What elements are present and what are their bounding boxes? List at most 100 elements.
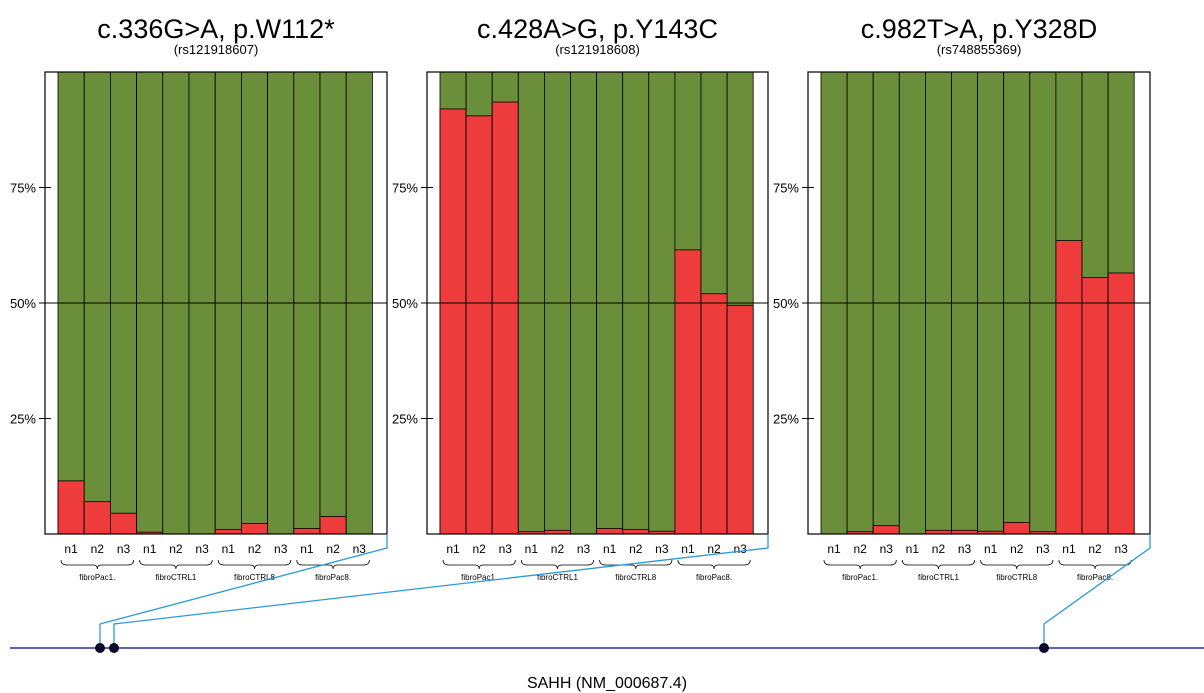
gene-track: SAHH (NM_000687.4)	[10, 534, 1204, 692]
group-brace	[139, 559, 213, 570]
bar-alt	[293, 528, 321, 535]
bar-alt	[1107, 272, 1135, 535]
bar-alt	[439, 108, 467, 535]
y-tick-label: 75%	[773, 181, 799, 196]
x-tick-label: n1	[525, 542, 539, 556]
variant-connectors	[99, 534, 1151, 648]
group-label: fibroCTRL1	[155, 573, 196, 582]
x-tick-label: n2	[853, 542, 867, 556]
group-label: fibroPac8.	[696, 573, 732, 582]
x-tick-label: n1	[300, 542, 314, 556]
bar-alt	[110, 512, 138, 535]
bar-alt	[465, 115, 493, 535]
x-tick-label: n2	[707, 542, 721, 556]
bar-alt	[700, 293, 728, 535]
group-brace	[599, 559, 673, 570]
y-tick-label: 75%	[392, 181, 418, 196]
bar-alt	[57, 480, 85, 535]
group-label: fibroPac8.	[1077, 573, 1113, 582]
group-label: fibroPac1.	[461, 573, 497, 582]
y-tick-label: 25%	[392, 412, 418, 427]
group-label: fibroCTRL8	[615, 573, 656, 582]
group-brace	[823, 559, 897, 570]
group-brace	[1058, 559, 1132, 570]
x-tick-label: n2	[91, 542, 105, 556]
bar-alt	[622, 528, 650, 535]
x-tick-label: n1	[446, 542, 460, 556]
x-tick-label: n1	[222, 542, 236, 556]
bar-alt	[319, 516, 347, 535]
chart-panel-2: c.428A>G, p.Y143C(rs121918608) 25% 50% 75% n…	[392, 14, 769, 582]
bar-alt	[726, 304, 754, 535]
chart-panel-3: c.982T>A, p.Y328D(rs748855369) 25% 50% 75% n…	[773, 14, 1151, 582]
x-tick-label: n2	[629, 542, 643, 556]
x-tick-label: n2	[1010, 542, 1024, 556]
x-tick-label: n3	[1036, 542, 1050, 556]
group-label: fibroCTRL8	[234, 573, 275, 582]
group-brace	[520, 559, 594, 570]
x-tick-label: n1	[64, 542, 78, 556]
chart-title: c.336G>A, p.W112*	[97, 14, 335, 44]
group-brace	[217, 559, 292, 570]
bar-alt	[214, 528, 242, 535]
x-tick-label: n1	[603, 542, 617, 556]
x-tick-label: n3	[958, 542, 972, 556]
chart-subtitle: (rs748855369)	[937, 42, 1022, 57]
x-tick-label: n3	[274, 542, 288, 556]
bar-alt	[491, 101, 519, 535]
x-tick-label: n3	[733, 542, 747, 556]
x-tick-label: n1	[1062, 542, 1076, 556]
x-tick-label: n3	[195, 542, 209, 556]
chart-subtitle: (rs121918608)	[555, 42, 640, 57]
x-tick-label: n2	[248, 542, 262, 556]
bar-alt	[872, 525, 900, 535]
chart-panels: c.336G>A, p.W112*(rs121918607) 25% 50% 75% n…	[10, 14, 1151, 582]
group-brace	[980, 559, 1054, 570]
x-tick-label: n3	[655, 542, 669, 556]
y-tick-label: 25%	[773, 412, 799, 427]
x-tick-label: n2	[551, 542, 565, 556]
group-brace	[296, 559, 370, 570]
gene-label: SAHH (NM_000687.4)	[527, 675, 687, 692]
chart-title: c.982T>A, p.Y328D	[861, 14, 1097, 44]
variant-marker	[95, 643, 105, 653]
bar-alt	[1055, 240, 1083, 535]
variant-marker	[1039, 643, 1049, 653]
group-label: fibroCTRL1	[918, 573, 959, 582]
variant-marker	[109, 643, 119, 653]
y-tick-label: 50%	[392, 296, 418, 311]
x-tick-label: n3	[499, 542, 513, 556]
x-tick-label: n1	[906, 542, 920, 556]
x-tick-label: n1	[827, 542, 841, 556]
group-label: fibroPac1.	[79, 573, 115, 582]
x-tick-label: n1	[984, 542, 998, 556]
bar-alt	[1081, 277, 1109, 535]
variant-connector	[113, 534, 769, 648]
y-tick-label: 50%	[773, 296, 799, 311]
y-tick-label: 25%	[10, 412, 36, 427]
x-tick-label: n3	[1114, 542, 1128, 556]
bar-alt	[596, 528, 624, 535]
bar-alt	[674, 249, 702, 535]
bar-alt	[1003, 522, 1031, 535]
chart-title: c.428A>G, p.Y143C	[477, 14, 718, 44]
variant-connector	[99, 534, 388, 648]
y-tick-label: 50%	[10, 296, 36, 311]
x-tick-label: n1	[681, 542, 695, 556]
group-label: fibroPac1.	[842, 573, 878, 582]
group-brace	[60, 559, 134, 570]
x-tick-label: n3	[880, 542, 894, 556]
x-tick-label: n3	[577, 542, 591, 556]
chart-subtitle: (rs121918607)	[174, 42, 259, 57]
y-tick-label: 75%	[10, 181, 36, 196]
x-tick-label: n3	[117, 542, 131, 556]
x-tick-label: n3	[353, 542, 367, 556]
x-tick-label: n2	[932, 542, 946, 556]
chart-panel-1: c.336G>A, p.W112*(rs121918607) 25% 50% 75% n…	[10, 14, 388, 582]
x-tick-label: n2	[326, 542, 340, 556]
group-brace	[442, 559, 516, 570]
x-tick-label: n2	[472, 542, 486, 556]
x-tick-label: n2	[169, 542, 183, 556]
group-label: fibroCTRL1	[537, 573, 578, 582]
